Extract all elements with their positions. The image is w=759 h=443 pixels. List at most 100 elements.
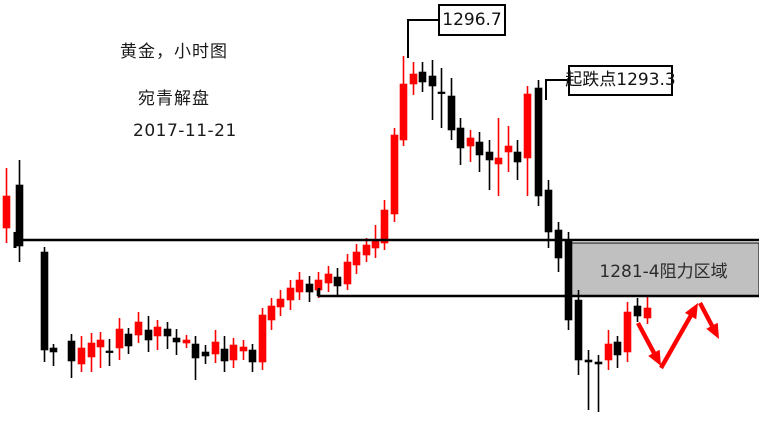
candle — [523, 86, 532, 196]
candle-body — [153, 326, 162, 337]
candle — [239, 340, 248, 360]
candle — [544, 180, 553, 248]
candle — [447, 78, 456, 140]
candle-body — [399, 83, 408, 141]
resistance-zone-rect — [567, 242, 759, 297]
arrow-shaft — [698, 301, 716, 330]
candle — [229, 338, 238, 368]
candle — [456, 118, 465, 165]
candle — [49, 344, 58, 366]
candle — [295, 272, 304, 300]
candle-body — [574, 299, 583, 361]
candle — [105, 339, 114, 366]
candle-body — [594, 361, 603, 365]
candle-body — [362, 244, 371, 256]
chart-author-label: 宛青解盘 — [138, 89, 210, 109]
candle — [475, 132, 484, 172]
candle-body — [49, 347, 58, 353]
candle-body — [633, 305, 642, 317]
candle-body — [466, 137, 475, 147]
leader-line-drop-point — [545, 79, 570, 100]
candle-series-layer — [2, 56, 652, 412]
candle-body — [428, 75, 437, 87]
candle-body — [258, 314, 267, 363]
callout-drop-start-point: 起跌点1293.3 — [565, 65, 676, 96]
callout-swing-high: 1296.7 — [438, 4, 506, 36]
candle — [191, 336, 200, 380]
candle-body — [248, 349, 257, 363]
resistance-zone-label: 1281-4阻力区域 — [599, 262, 728, 282]
candle — [2, 168, 11, 243]
candle — [494, 118, 503, 196]
candle — [77, 336, 86, 372]
leader-line-swing-high — [407, 19, 440, 58]
resistance-zone-layer — [567, 242, 759, 297]
projection-arrow — [698, 301, 719, 339]
candle-body — [485, 151, 494, 161]
candle — [258, 308, 267, 370]
candle — [594, 355, 603, 412]
candle-body — [390, 134, 399, 215]
candle — [428, 60, 437, 120]
projection-arrow — [636, 321, 661, 366]
candle — [267, 298, 276, 330]
candle-body — [343, 261, 352, 285]
candle-body — [371, 240, 380, 249]
candle-body — [409, 73, 418, 85]
candle — [333, 268, 342, 296]
candle-body — [418, 71, 427, 83]
candle-body — [96, 339, 105, 348]
candle — [248, 344, 257, 372]
candle — [305, 276, 314, 302]
candle-body — [172, 337, 181, 343]
candle-body — [475, 141, 484, 156]
candle — [67, 334, 76, 378]
chart-date-label: 2017-11-21 — [133, 121, 237, 141]
candle-body — [105, 350, 114, 353]
candle-body — [613, 341, 622, 356]
candle — [172, 329, 181, 355]
candle-body — [352, 251, 361, 266]
candle — [437, 68, 446, 128]
candle — [418, 62, 427, 92]
candle-body — [276, 298, 285, 308]
candle — [485, 140, 494, 190]
candle-body — [324, 273, 333, 284]
candle-body — [504, 145, 513, 153]
candle-body — [144, 329, 153, 341]
candle-body — [2, 195, 11, 229]
candle-body — [77, 347, 86, 365]
candle — [220, 336, 229, 372]
candle — [40, 247, 49, 362]
candle-body — [437, 91, 446, 94]
candle — [554, 222, 563, 272]
candle — [211, 330, 220, 363]
candle — [343, 254, 352, 290]
candle-body — [182, 339, 191, 344]
candle-body — [494, 157, 503, 165]
support-resistance-line-layer — [13, 232, 759, 298]
candle — [643, 296, 652, 324]
candle — [324, 266, 333, 292]
candle-body — [623, 311, 632, 353]
candle — [134, 312, 143, 343]
candle-body — [544, 189, 553, 233]
candle-body — [229, 344, 238, 361]
candle-body — [286, 287, 295, 301]
arrow-shaft — [659, 312, 694, 370]
candle — [163, 322, 172, 349]
candle — [399, 56, 408, 146]
candle — [409, 62, 418, 95]
candle-body — [67, 340, 76, 362]
candle — [352, 244, 361, 274]
arrow-shaft — [636, 321, 658, 357]
candle — [623, 302, 632, 362]
candle — [96, 332, 105, 368]
candle-body — [115, 328, 124, 349]
candle-body — [643, 307, 652, 319]
candle-body — [267, 305, 276, 321]
arrow-head — [648, 349, 661, 366]
candle — [144, 316, 153, 352]
candle — [87, 333, 96, 372]
